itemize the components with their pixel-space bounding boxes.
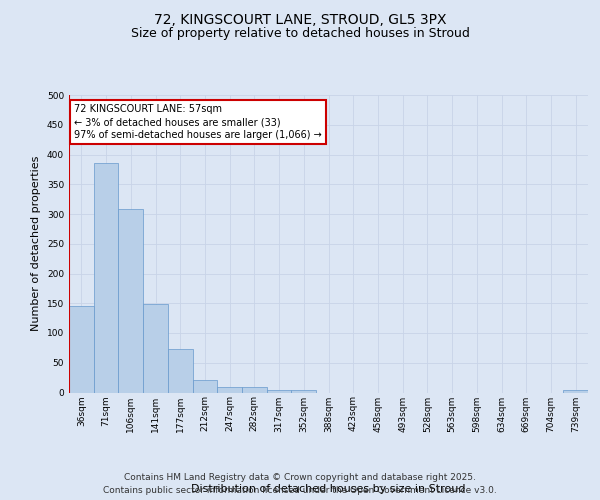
Y-axis label: Number of detached properties: Number of detached properties xyxy=(31,156,41,332)
Text: Size of property relative to detached houses in Stroud: Size of property relative to detached ho… xyxy=(131,28,469,40)
Bar xyxy=(94,164,118,392)
X-axis label: Distribution of detached houses by size in Stroud: Distribution of detached houses by size … xyxy=(191,484,466,494)
Bar xyxy=(292,390,316,392)
Bar xyxy=(563,390,588,392)
Bar xyxy=(193,380,217,392)
Bar xyxy=(168,349,193,393)
Text: Contains HM Land Registry data © Crown copyright and database right 2025.: Contains HM Land Registry data © Crown c… xyxy=(124,472,476,482)
Bar xyxy=(143,304,168,392)
Bar xyxy=(118,209,143,392)
Bar xyxy=(267,390,292,392)
Bar xyxy=(242,386,267,392)
Text: Contains public sector information licensed under the Open Government Licence v3: Contains public sector information licen… xyxy=(103,486,497,495)
Text: 72 KINGSCOURT LANE: 57sqm
← 3% of detached houses are smaller (33)
97% of semi-d: 72 KINGSCOURT LANE: 57sqm ← 3% of detach… xyxy=(74,104,322,141)
Text: 72, KINGSCOURT LANE, STROUD, GL5 3PX: 72, KINGSCOURT LANE, STROUD, GL5 3PX xyxy=(154,12,446,26)
Bar xyxy=(69,306,94,392)
Bar xyxy=(217,386,242,392)
